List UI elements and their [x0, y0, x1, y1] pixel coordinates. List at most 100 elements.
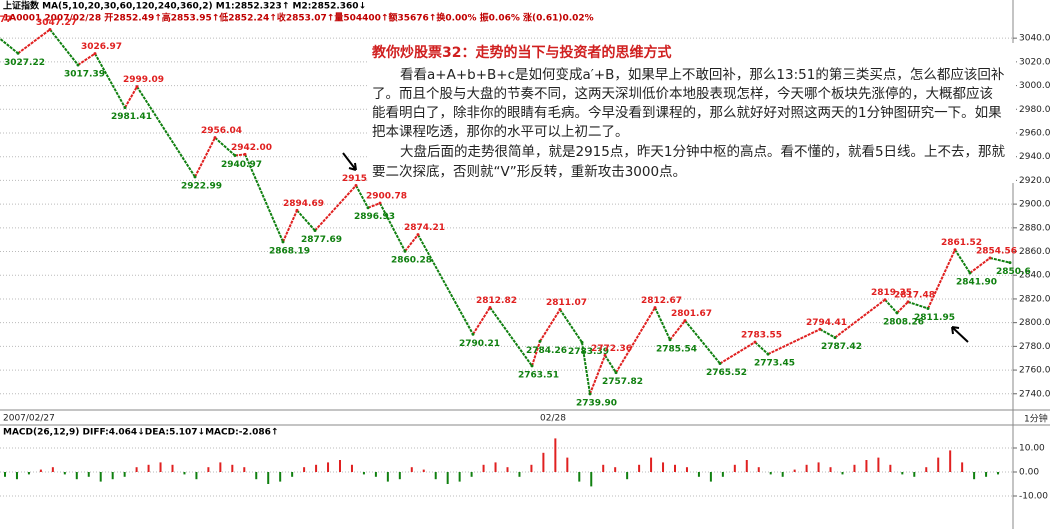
macd-bar — [482, 464, 485, 472]
macd-bar — [255, 472, 258, 480]
macd-bar — [147, 464, 150, 472]
value-label: 2783.55 — [741, 331, 782, 341]
value-label: 2999.09 — [123, 75, 164, 85]
value-label: 2785.54 — [656, 344, 697, 354]
macd-bar — [853, 464, 856, 472]
value-label: 2787.42 — [821, 342, 862, 352]
value-label: 2808.26 — [883, 317, 924, 327]
macd-bar — [219, 462, 222, 472]
price-segment — [355, 185, 369, 209]
macd-bar — [769, 472, 772, 475]
macd-bar — [327, 462, 330, 472]
value-label: 3047.27 — [36, 18, 77, 28]
price-point — [926, 306, 930, 310]
price-point — [93, 52, 97, 56]
macd-bar — [697, 472, 700, 477]
macd-bar — [614, 467, 617, 472]
macd-bar — [578, 472, 581, 482]
price-segment — [604, 354, 617, 374]
macd-bar — [243, 467, 246, 472]
value-label: 2819.35 — [871, 288, 912, 298]
price-point — [488, 305, 492, 309]
price-segment — [539, 308, 561, 342]
price-segment — [472, 306, 491, 335]
price-segment — [754, 341, 769, 355]
price-segment — [94, 53, 126, 109]
arrow — [951, 326, 969, 343]
macd-bar — [398, 472, 401, 480]
price-point — [603, 353, 607, 357]
macd-bar — [805, 464, 808, 472]
value-label: 2783.39 — [568, 347, 609, 357]
note-box — [368, 43, 1016, 183]
price-segment — [684, 320, 721, 365]
macd-bar — [159, 462, 162, 472]
macd-bar — [542, 452, 545, 472]
y-tick-label: 2960.0 — [1019, 128, 1050, 138]
price-point — [766, 352, 770, 356]
value-label: 2811.95 — [914, 313, 955, 323]
macd-bar — [362, 472, 365, 475]
macd-bar — [590, 472, 593, 487]
value-label: 2942.00 — [231, 143, 272, 153]
macd-bar — [937, 457, 940, 472]
y-tick-label: 2780.0 — [1019, 342, 1050, 352]
macd-bar — [315, 464, 318, 472]
y-tick-label: 2820.0 — [1019, 294, 1050, 304]
macd-bar — [111, 472, 114, 480]
macd-bar — [554, 438, 557, 472]
macd-bar — [63, 472, 66, 475]
value-label: 2765.52 — [706, 368, 747, 378]
price-point — [968, 271, 972, 275]
macd-bar — [961, 462, 964, 472]
value-label: 2868.19 — [269, 246, 310, 256]
value-label: 2956.04 — [201, 126, 242, 136]
price-segment — [767, 328, 821, 356]
price-segment — [314, 184, 357, 232]
macd-bar — [913, 472, 916, 477]
y-tick-label: 0.00 — [1019, 468, 1039, 478]
y-tick-label: 2980.0 — [1019, 105, 1050, 115]
price-segment — [282, 209, 298, 243]
macd-bar — [901, 472, 904, 475]
macd-bar — [793, 469, 796, 472]
macd-bar — [841, 472, 844, 475]
price-segment — [834, 298, 886, 339]
price-point — [354, 183, 358, 187]
price-point — [588, 392, 592, 396]
value-label: 2812.82 — [476, 296, 517, 306]
y-tick-label: 10.00 — [1019, 444, 1045, 454]
macd-bar — [4, 472, 6, 477]
price-segment — [719, 341, 756, 365]
macd-bar — [925, 467, 928, 472]
price-segment — [907, 300, 929, 310]
y-tick-label: 2900.0 — [1019, 200, 1050, 210]
macd-bar — [949, 450, 952, 472]
value-label: 2894.69 — [283, 199, 324, 209]
macd-bar — [817, 462, 820, 472]
y-tick-label: 2860.0 — [1019, 247, 1050, 257]
price-point — [416, 233, 420, 237]
macd-bar — [985, 472, 988, 477]
macd-bar — [530, 464, 533, 472]
y-tick-label: 2880.0 — [1019, 223, 1050, 233]
macd-bar — [685, 467, 688, 472]
macd-bar — [87, 472, 90, 477]
price-point — [538, 339, 542, 343]
macd-bar — [410, 467, 413, 472]
macd-bar — [458, 472, 461, 482]
y-tick-label: 2740.0 — [1019, 389, 1050, 399]
macd-bar — [434, 472, 437, 480]
macd-title: MACD(26,12,9) DIFF:4.064↓DEA:5.107↓MACD:… — [3, 428, 278, 438]
header-line1: 上证指数 MA(5,10,20,30,60,120,240,360,2) M1:… — [3, 0, 366, 12]
macd-bar — [626, 472, 629, 480]
price-segment — [17, 28, 51, 55]
macd-bar — [339, 460, 341, 472]
price-segment — [896, 301, 909, 314]
macd-bar — [135, 467, 138, 472]
price-segment — [989, 257, 1011, 264]
macd-bar — [973, 472, 976, 480]
macd-bar — [291, 472, 294, 477]
price-segment — [417, 234, 474, 335]
